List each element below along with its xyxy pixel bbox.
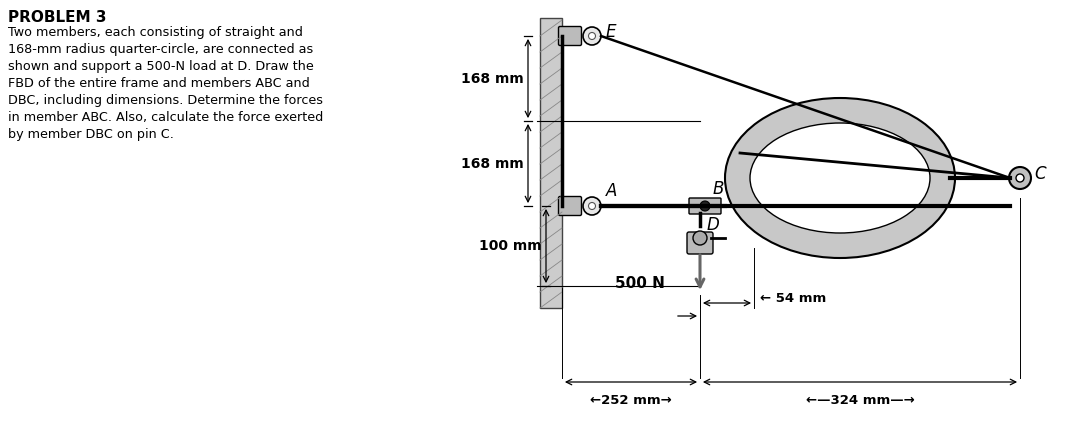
Text: D: D: [707, 216, 720, 234]
Circle shape: [693, 231, 707, 245]
Circle shape: [1015, 174, 1024, 182]
Ellipse shape: [725, 98, 955, 258]
Text: 100 mm: 100 mm: [480, 239, 542, 253]
Text: FBD of the entire frame and members ABC and: FBD of the entire frame and members ABC …: [8, 77, 309, 90]
Text: 168-mm radius quarter-circle, are connected as: 168-mm radius quarter-circle, are connec…: [8, 43, 314, 56]
Text: E: E: [606, 23, 617, 41]
Text: ← 54 mm: ← 54 mm: [760, 291, 826, 304]
Text: ←252 mm→: ←252 mm→: [590, 394, 672, 407]
Ellipse shape: [750, 123, 930, 233]
Text: C: C: [1034, 165, 1046, 183]
Text: DBC, including dimensions. Determine the forces: DBC, including dimensions. Determine the…: [8, 94, 323, 107]
Circle shape: [589, 202, 595, 209]
Text: Two members, each consisting of straight and: Two members, each consisting of straight…: [8, 26, 303, 39]
Text: A: A: [606, 182, 618, 200]
Text: in member ABC. Also, calculate the force exerted: in member ABC. Also, calculate the force…: [8, 111, 323, 124]
Text: 500 N: 500 N: [616, 276, 665, 291]
Circle shape: [583, 27, 602, 45]
Circle shape: [589, 33, 595, 39]
Text: shown and support a 500-N load at D. Draw the: shown and support a 500-N load at D. Dra…: [8, 60, 314, 73]
FancyBboxPatch shape: [689, 198, 721, 214]
FancyBboxPatch shape: [558, 27, 581, 45]
FancyBboxPatch shape: [687, 232, 713, 254]
Text: 168 mm: 168 mm: [461, 71, 524, 86]
Bar: [540, 18, 562, 308]
Text: 168 mm: 168 mm: [461, 157, 524, 170]
FancyBboxPatch shape: [558, 196, 581, 216]
Circle shape: [700, 201, 710, 211]
Circle shape: [583, 197, 602, 215]
Text: PROBLEM 3: PROBLEM 3: [8, 10, 107, 25]
Circle shape: [1009, 167, 1031, 189]
Text: by member DBC on pin C.: by member DBC on pin C.: [8, 128, 174, 141]
Text: B: B: [713, 180, 724, 198]
Text: ←—324 mm—→: ←—324 mm—→: [805, 394, 914, 407]
